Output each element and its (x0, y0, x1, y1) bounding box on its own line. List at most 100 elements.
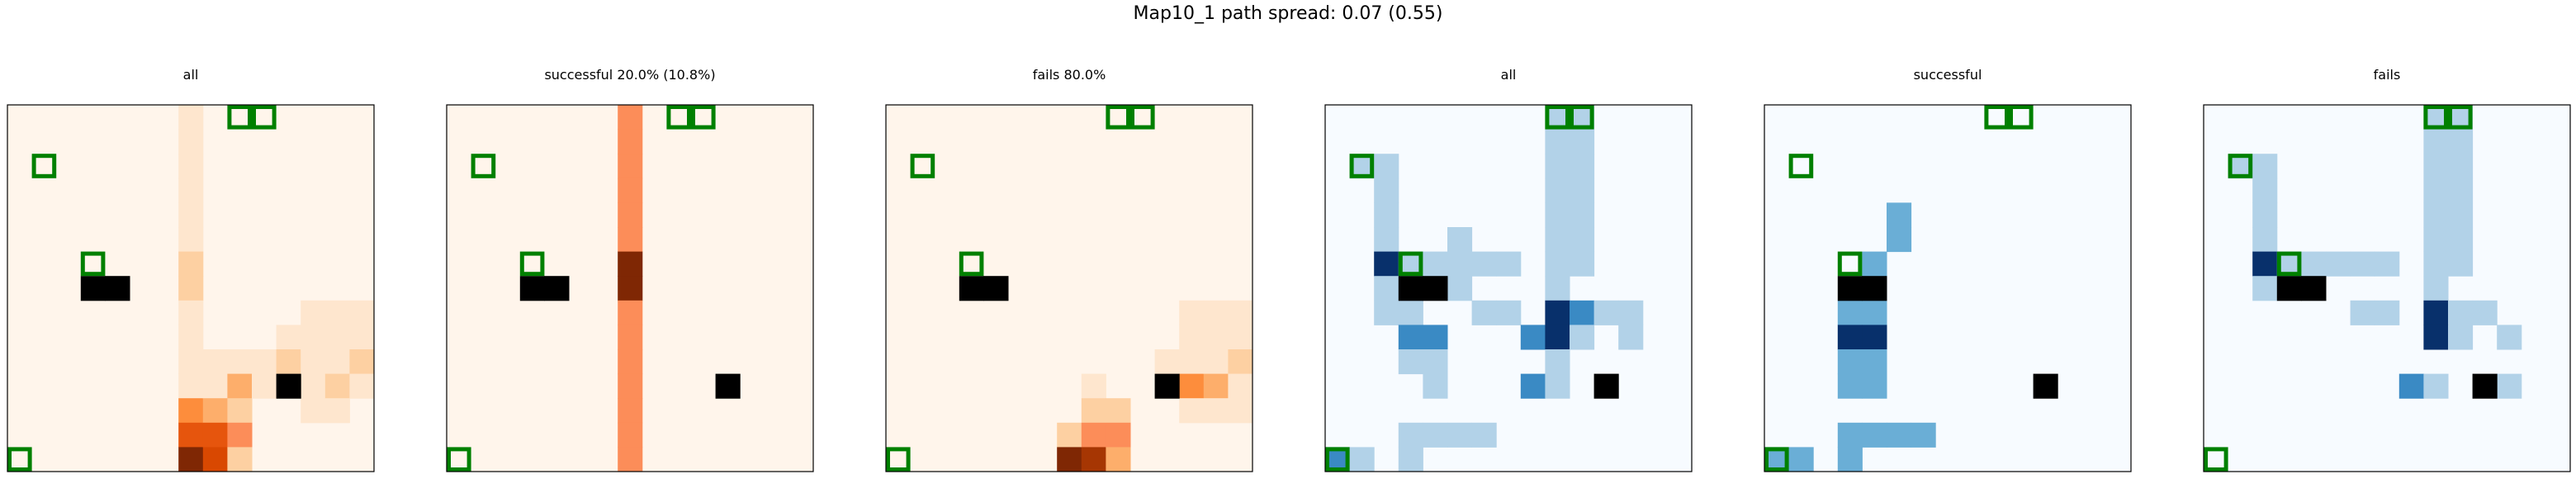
heat-cell (1179, 373, 1205, 399)
heat-cell (1618, 300, 1644, 325)
panel-frame (7, 104, 375, 472)
goal-marker (447, 447, 471, 472)
heat-cell (1862, 251, 1887, 277)
heat-cell (301, 325, 326, 350)
heat-cell (618, 447, 643, 472)
heat-cell (2326, 251, 2351, 277)
heat-cell (1887, 422, 1912, 448)
heat-cell (2252, 202, 2278, 228)
heat-cell (2423, 251, 2449, 277)
heat-cell (2472, 300, 2498, 325)
heat-cell (2497, 325, 2522, 350)
heat-cell (618, 202, 643, 228)
heat-cell (2423, 227, 2449, 253)
heat-cell (618, 105, 643, 130)
heat-cell (227, 422, 253, 448)
goal-marker (80, 251, 106, 277)
heat-cell (1398, 300, 1423, 325)
heat-cell (2423, 202, 2449, 228)
heat-cell (1057, 422, 1082, 448)
heat-cell (349, 325, 375, 350)
heat-cell (1374, 178, 1399, 203)
obstacle-cell (105, 276, 130, 301)
heat-cell (1228, 325, 1253, 350)
panel-title-5: successful (1913, 67, 1982, 83)
heat-cell (324, 373, 350, 399)
goal-marker (1130, 105, 1155, 130)
heat-cell (1423, 422, 1448, 448)
heatmap-panel-1 (7, 104, 375, 472)
heat-cell (1520, 325, 1546, 350)
heat-cell (324, 325, 350, 350)
goal-marker (1545, 105, 1570, 130)
heat-cell (2448, 300, 2474, 325)
obstacle-cell (2276, 276, 2302, 301)
obstacle-cell (959, 276, 984, 301)
heat-cell (2448, 154, 2474, 179)
heat-cell (2252, 154, 2278, 179)
heat-cell (1520, 373, 1546, 399)
heat-cell (1228, 349, 1253, 375)
heat-cell (1423, 349, 1448, 375)
heat-cell (1887, 202, 1912, 228)
heat-cell (618, 178, 643, 203)
heat-cell (227, 373, 253, 399)
heat-cell (227, 398, 253, 424)
heat-cell (178, 129, 204, 154)
heat-cell (1837, 422, 1863, 448)
obstacle-cell (1862, 276, 1887, 301)
goal-marker (31, 154, 57, 178)
heat-cell (1398, 422, 1423, 448)
heat-cell (1837, 349, 1863, 375)
heat-cell (1106, 422, 1131, 448)
heat-cell (1228, 373, 1253, 399)
heat-cell (2448, 202, 2474, 228)
obstacle-cell (1154, 373, 1180, 399)
heat-cell (178, 202, 204, 228)
heat-cell (178, 300, 204, 325)
heat-cell (324, 300, 350, 325)
heat-cell (202, 447, 228, 472)
heat-cell (1862, 300, 1887, 325)
heat-cell (2252, 251, 2278, 277)
heat-cell (1570, 325, 1595, 350)
goal-marker (252, 105, 277, 130)
heat-cell (618, 349, 643, 375)
heat-cell (2448, 129, 2474, 154)
heat-cell (178, 227, 204, 253)
heat-cell (1862, 349, 1887, 375)
heat-cell (1545, 251, 1570, 277)
heat-cell (349, 300, 375, 325)
obstacle-cell (2472, 373, 2498, 399)
heat-cell (2375, 300, 2400, 325)
heat-cell (178, 178, 204, 203)
heat-cell (2423, 178, 2449, 203)
heat-cell (2350, 251, 2375, 277)
heat-cell (202, 398, 228, 424)
heat-cell (202, 422, 228, 448)
panel-title-2: successful 20.0% (10.8%) (544, 67, 716, 83)
heat-cell (1179, 300, 1205, 325)
heat-cell (1398, 349, 1423, 375)
goal-marker (886, 447, 911, 472)
heat-cell (1837, 325, 1863, 350)
heat-cell (1447, 227, 1473, 253)
goal-marker (2009, 105, 2034, 130)
heat-cell (1593, 300, 1619, 325)
goal-marker (2276, 251, 2302, 277)
goal-marker (2204, 447, 2228, 472)
heat-cell (618, 398, 643, 424)
heat-cell (2423, 276, 2449, 301)
heat-cell (1545, 154, 1570, 179)
obstacle-cell (80, 276, 106, 301)
heat-cell (1081, 447, 1106, 472)
heat-cell (1545, 300, 1570, 325)
panel-frame (2203, 104, 2571, 472)
heat-cell (1374, 154, 1399, 179)
heat-cell (1570, 129, 1595, 154)
goal-marker (2448, 105, 2473, 130)
obstacle-cell (983, 276, 1009, 301)
heat-cell (1154, 349, 1180, 375)
heat-cell (301, 373, 326, 399)
goal-marker (1325, 447, 1350, 472)
